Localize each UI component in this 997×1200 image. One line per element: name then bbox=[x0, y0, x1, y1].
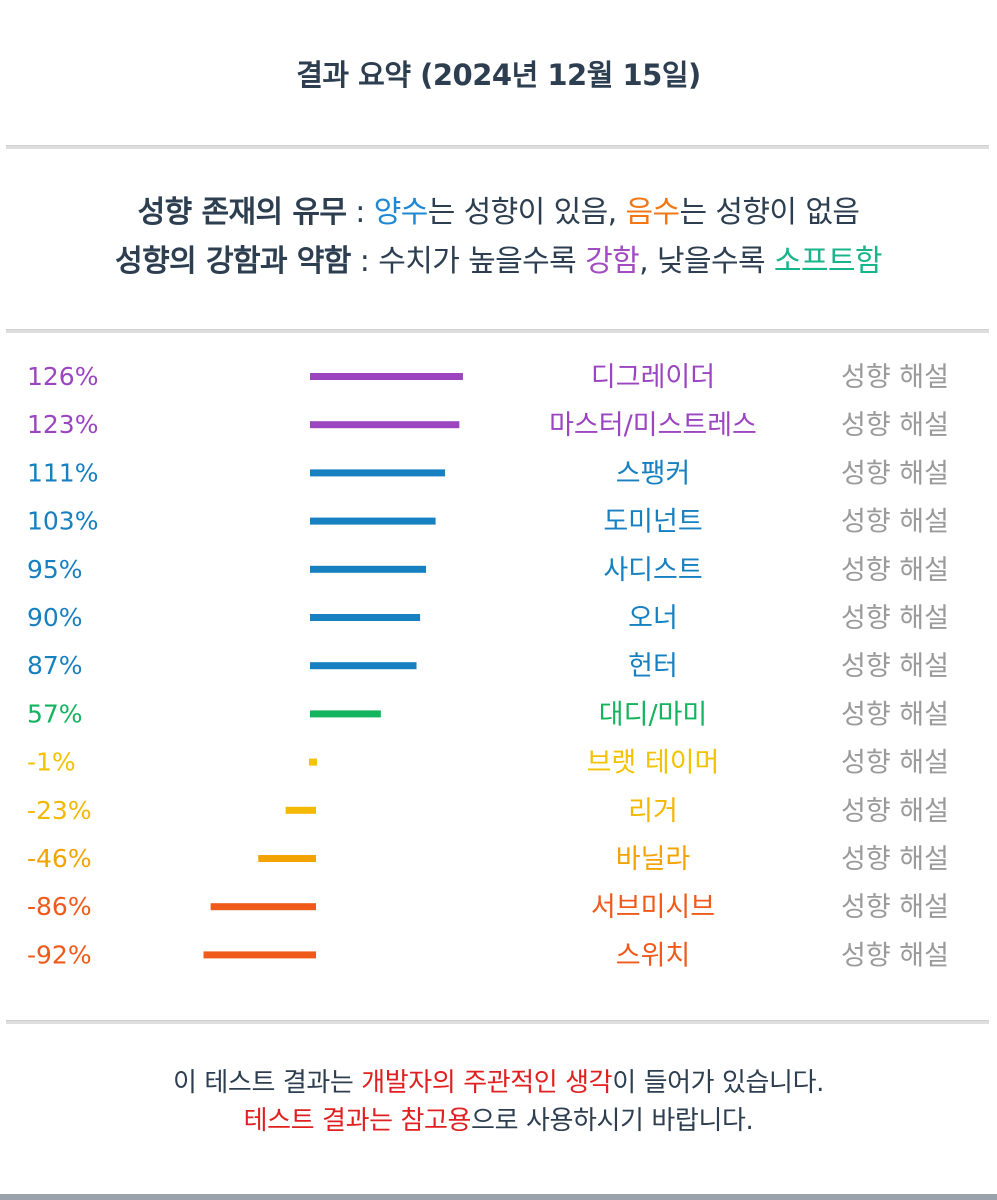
value-label: 95% bbox=[27, 555, 83, 584]
value-label: -86% bbox=[27, 892, 92, 921]
value-label: 103% bbox=[27, 507, 98, 536]
tendency-explanation-link[interactable]: 성향 해설 bbox=[841, 555, 949, 586]
disclaimer-text: 이 테스트 결과는 bbox=[173, 1068, 362, 1098]
page-title: 결과 요약 (2024년 12월 15일) bbox=[296, 58, 701, 92]
category-label: 바닐라 bbox=[616, 844, 691, 875]
tendency-explanation-link[interactable]: 성향 해설 bbox=[841, 699, 949, 730]
legend-existence: 성향 존재의 유무 : 양수는 성향이 있음, 음수는 성향이 없음 bbox=[0, 187, 997, 231]
value-label: -1% bbox=[27, 748, 76, 777]
bar bbox=[310, 565, 427, 573]
value-label: 111% bbox=[27, 458, 98, 487]
bar bbox=[310, 517, 436, 525]
tendency-explanation-link[interactable]: 성향 해설 bbox=[841, 410, 949, 441]
category-label: 스팽커 bbox=[616, 458, 691, 489]
category-label: 리거 bbox=[628, 796, 678, 827]
bar bbox=[310, 373, 463, 380]
legend-existence-key: 성향 존재의 유무 bbox=[137, 195, 347, 230]
category-label: 브랫 테이머 bbox=[587, 748, 720, 779]
value-label: 123% bbox=[27, 410, 98, 439]
legend-soft-term: 소프트함 bbox=[773, 244, 883, 279]
category-label: 대디/마미 bbox=[599, 699, 707, 730]
bar bbox=[309, 758, 317, 766]
legend-strength-text: 수치가 높을수록 bbox=[378, 244, 586, 279]
value-label: -23% bbox=[27, 796, 92, 825]
bar bbox=[310, 710, 381, 718]
bar bbox=[310, 469, 446, 477]
disclaimer-line-1: 이 테스트 결과는 개발자의 주관적인 생각이 들어가 있습니다. bbox=[0, 1062, 997, 1099]
bar bbox=[258, 855, 316, 862]
legend-strength: 성향의 강함과 약함 : 수치가 높을수록 강함, 낮을수록 소프트함 bbox=[0, 236, 997, 280]
bar bbox=[203, 951, 316, 959]
bar bbox=[310, 662, 417, 670]
legend-separator: : bbox=[346, 195, 374, 230]
category-label: 도미넌트 bbox=[603, 507, 702, 538]
bar bbox=[310, 421, 460, 429]
tendency-explanation-link[interactable]: 성향 해설 bbox=[841, 507, 949, 538]
category-label: 헌터 bbox=[628, 651, 678, 682]
bar bbox=[210, 903, 316, 911]
value-label: 57% bbox=[27, 699, 83, 728]
legend-negative-text: 는 성향이 없음 bbox=[679, 195, 860, 230]
tendency-explanation-link[interactable]: 성향 해설 bbox=[841, 844, 949, 875]
category-label: 스위치 bbox=[616, 940, 691, 971]
tendency-explanation-link[interactable]: 성향 해설 bbox=[841, 603, 949, 634]
category-label: 마스터/미스트레스 bbox=[549, 410, 757, 441]
tendency-explanation-link[interactable]: 성향 해설 bbox=[841, 458, 949, 489]
disclaimer-text: 이 들어가 있습니다. bbox=[612, 1068, 824, 1098]
tendency-explanation-link[interactable]: 성향 해설 bbox=[841, 796, 949, 827]
legend-strength-mid: , 낮을수록 bbox=[639, 244, 774, 279]
value-label: 87% bbox=[27, 651, 83, 680]
legend-strength-key: 성향의 강함과 약함 bbox=[115, 244, 351, 279]
disclaimer-highlight: 테스트 결과는 참고용 bbox=[243, 1106, 472, 1136]
category-label: 디그레이더 bbox=[591, 362, 715, 393]
tendency-explanation-link[interactable]: 성향 해설 bbox=[841, 892, 949, 923]
tendency-explanation-link[interactable]: 성향 해설 bbox=[841, 651, 949, 682]
divider-top bbox=[6, 145, 989, 149]
legend-positive-text: 는 성향이 있음, bbox=[427, 195, 626, 230]
bar bbox=[285, 806, 316, 814]
legend-positive-term: 양수 bbox=[373, 195, 429, 230]
category-label: 서브미시브 bbox=[591, 892, 715, 923]
bar bbox=[310, 614, 421, 621]
disclaimer-line-2: 테스트 결과는 참고용으로 사용하시기 바랍니다. bbox=[0, 1100, 997, 1137]
bottom-border bbox=[0, 1194, 997, 1200]
legend-strong-term: 강함 bbox=[585, 244, 640, 279]
category-label: 사디스트 bbox=[603, 555, 702, 586]
value-label: -46% bbox=[27, 844, 92, 873]
divider-middle bbox=[6, 329, 989, 333]
legend-separator: : bbox=[350, 244, 379, 279]
value-label: -92% bbox=[27, 940, 92, 969]
tendency-explanation-link[interactable]: 성향 해설 bbox=[841, 940, 949, 971]
legend-negative-term: 음수 bbox=[625, 195, 680, 230]
tendency-explanation-link[interactable]: 성향 해설 bbox=[841, 362, 949, 393]
disclaimer-text: 으로 사용하시기 바랍니다. bbox=[471, 1106, 754, 1136]
tendency-explanation-link[interactable]: 성향 해설 bbox=[841, 748, 949, 779]
value-label: 90% bbox=[27, 603, 83, 632]
divider-bottom bbox=[6, 1020, 989, 1024]
disclaimer-highlight: 개발자의 주관적인 생각 bbox=[361, 1068, 613, 1098]
category-label: 오너 bbox=[628, 603, 678, 634]
value-label: 126% bbox=[27, 362, 98, 391]
